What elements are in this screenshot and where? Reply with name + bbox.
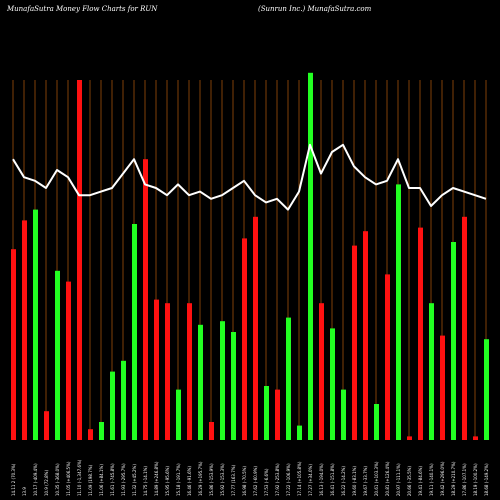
bar-12 bbox=[143, 159, 148, 440]
x-tick-label: 20.81 (+126.4%) bbox=[385, 461, 390, 496]
x-tick-label: 15.92 (-153.3%) bbox=[220, 463, 225, 496]
bar-13 bbox=[154, 299, 159, 440]
bar-29 bbox=[330, 328, 335, 440]
x-tick-label: 16.46 (-91.6%) bbox=[187, 466, 192, 496]
bar-21 bbox=[242, 238, 247, 440]
x-tick-label: 19.67 (-33.7%) bbox=[363, 466, 368, 496]
x-tick-label: 17.77 (163.7%) bbox=[231, 464, 236, 496]
bar-7 bbox=[88, 429, 93, 440]
x-tick-label: 18.68 (-149.2%) bbox=[484, 463, 489, 496]
x-tick-label: 14.89 (+246.8%) bbox=[154, 461, 159, 496]
bar-33 bbox=[374, 404, 379, 440]
x-tick-label: 17.92 (-253.8%) bbox=[275, 463, 280, 496]
bar-17 bbox=[198, 324, 203, 440]
money-flow-line bbox=[12, 143, 487, 211]
x-tick-label: 11.93 (-295.7%) bbox=[121, 463, 126, 496]
bar-37 bbox=[418, 227, 423, 440]
bar-8 bbox=[99, 422, 104, 440]
bar-25 bbox=[286, 317, 291, 440]
chart-subtitle: (Sunrun Inc.) MunafaSutra.com bbox=[258, 5, 372, 13]
bar-6 bbox=[77, 80, 82, 440]
bar-38 bbox=[429, 303, 434, 440]
x-tick-label: 11.05 (+406.5%) bbox=[66, 461, 71, 496]
x-tick-label: 16.13 (-194.0%) bbox=[319, 463, 324, 496]
x-tick-label: 15.18 (-191.7%) bbox=[176, 463, 181, 496]
x-tick-label: 18.29 (+210.7%) bbox=[451, 461, 456, 496]
x-tick-label: 19.42 (+296.0%) bbox=[440, 461, 445, 496]
x-tick-label: 13.9 bbox=[22, 487, 27, 496]
bar-40 bbox=[451, 242, 456, 440]
bar-42 bbox=[473, 436, 478, 440]
x-tick-label: 17.86 (-107.1%) bbox=[462, 463, 467, 496]
x-tick-label: 14.11 2 (70.3%) bbox=[11, 463, 16, 496]
bar-11 bbox=[132, 224, 137, 440]
bar-28 bbox=[319, 303, 324, 440]
bar-43 bbox=[484, 339, 489, 440]
x-tick-label: 10.9 (72.8%) bbox=[44, 470, 49, 496]
bar-22 bbox=[253, 216, 258, 440]
bar-0 bbox=[11, 249, 16, 440]
bar-32 bbox=[363, 231, 368, 440]
bar-3 bbox=[44, 411, 49, 440]
x-tick-label: 17.62 (-60.9%) bbox=[253, 466, 258, 496]
x-tick-label: 15.86 (-153.9%) bbox=[209, 463, 214, 496]
bar-41 bbox=[462, 216, 467, 440]
bar-2 bbox=[33, 209, 38, 440]
bar-36 bbox=[407, 436, 412, 440]
x-tick-label: 19.11 (-140.1%) bbox=[429, 463, 434, 496]
bar-20 bbox=[231, 332, 236, 440]
x-tick-label: 17.27 (+34.0%) bbox=[308, 464, 313, 496]
bar-23 bbox=[264, 386, 269, 440]
x-tick-label: 10.35 (-368.0%) bbox=[55, 463, 60, 496]
x-tick-label: 17.53 (-6.6%) bbox=[264, 468, 269, 496]
bar-4 bbox=[55, 270, 60, 440]
x-tick-label: 15.95 (-95.6%) bbox=[165, 466, 170, 496]
bar-34 bbox=[385, 274, 390, 440]
bar-35 bbox=[396, 184, 401, 440]
x-tick-label: 11.10 (-1,347.6%) bbox=[77, 459, 82, 496]
x-tick-label: 10.17 (-409.4%) bbox=[33, 463, 38, 496]
bar-26 bbox=[297, 425, 302, 440]
x-tick-label: 11.06 (+84.1%) bbox=[99, 464, 104, 496]
x-tick-label: 11.61 (-745.8%) bbox=[110, 463, 115, 496]
bar-19 bbox=[220, 321, 225, 440]
x-tick-label: 11.32 (+45.2%) bbox=[132, 464, 137, 496]
x-tick-label: 16.98 (-70.5%) bbox=[242, 466, 247, 496]
bar-24 bbox=[275, 389, 280, 440]
bar-15 bbox=[176, 389, 181, 440]
x-tick-label: 20.66 (-35.5%) bbox=[407, 466, 412, 496]
bar-1 bbox=[22, 220, 27, 440]
bar-30 bbox=[341, 389, 346, 440]
x-tick-label: 11.09 (198.7%) bbox=[88, 464, 93, 496]
x-tick-label: 18.19 (-100.2%) bbox=[473, 463, 478, 496]
bar-31 bbox=[352, 245, 357, 440]
bar-5 bbox=[66, 281, 71, 440]
bar-14 bbox=[165, 303, 170, 440]
x-tick-label: 16.29 (+195.7%) bbox=[198, 461, 203, 496]
x-tick-label: 17.22 (-106.9%) bbox=[286, 463, 291, 496]
bar-10 bbox=[121, 360, 126, 440]
bar-16 bbox=[187, 303, 192, 440]
x-tick-label: 19.41 (-84.6%) bbox=[418, 466, 423, 496]
bar-18 bbox=[209, 422, 214, 440]
bar-9 bbox=[110, 371, 115, 440]
bar-39 bbox=[440, 335, 445, 440]
x-tick-label: 20.97 (-111.1%) bbox=[396, 463, 401, 496]
x-tick-label: 16.22 (-14.2%) bbox=[341, 466, 346, 496]
x-tick-label: 17.14 (+105.8%) bbox=[297, 461, 302, 496]
x-tick-label: 19.60 (-83.1%) bbox=[352, 466, 357, 496]
x-tick-label: 16.41 (-151.8%) bbox=[330, 463, 335, 496]
x-tick-label: 20.61 (+103.3%) bbox=[374, 461, 379, 496]
chart-title: MunafaSutra Money Flow Charts for RUN bbox=[7, 5, 158, 13]
bar-27 bbox=[308, 72, 313, 441]
x-tick-label: 14.75 (-14.1%) bbox=[143, 466, 148, 496]
